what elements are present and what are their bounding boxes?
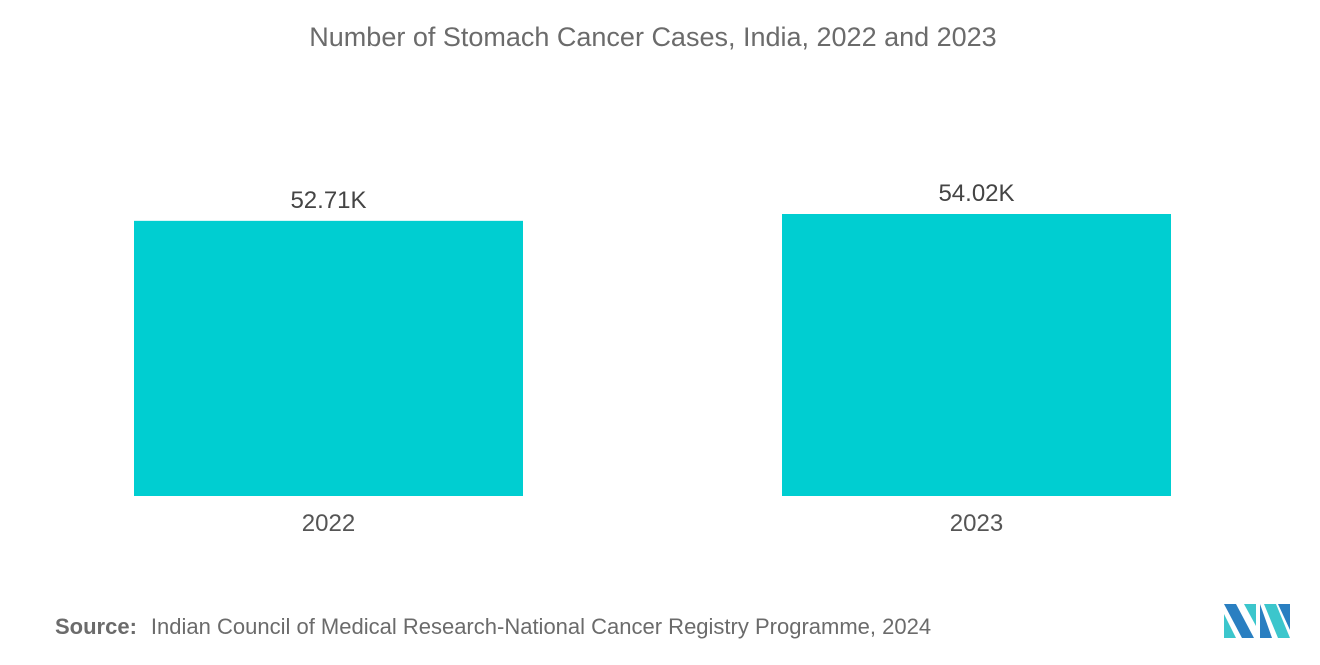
company-logo [1224,604,1290,638]
bar-2022 [134,220,523,497]
data-label: 54.02K [938,180,1014,207]
data-label: 52.71K [290,187,366,214]
source-text: Indian Council of Medical Research-Natio… [150,614,932,639]
source-label: Source: [55,614,137,639]
bar-2023 [782,214,1171,496]
source-note: Source: Indian Council of Medical Researc… [55,614,931,640]
x-tick-label: 2023 [950,510,1003,537]
chart-title: Number of Stomach Cancer Cases, India, 2… [309,22,997,52]
bar-chart: 52.71K 2022 54.02K 2023 [134,180,1171,537]
x-tick-label: 2022 [302,510,355,537]
